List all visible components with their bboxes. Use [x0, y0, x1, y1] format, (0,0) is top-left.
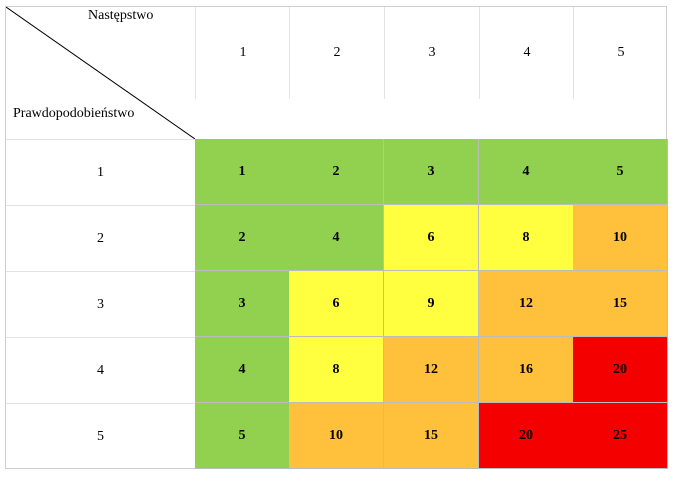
column-header-1: 1 [195, 7, 290, 99]
risk-cell-3-2: 6 [289, 271, 384, 337]
risk-cell-4-5: 20 [573, 337, 668, 403]
risk-cell-3-3: 9 [384, 271, 479, 337]
risk-cell-1-3: 3 [384, 139, 479, 205]
column-header-4: 4 [479, 7, 574, 99]
column-header-3: 3 [384, 7, 479, 99]
risk-cell-3-1: 3 [195, 271, 290, 337]
risk-cell-1-5: 5 [573, 139, 668, 205]
risk-cell-5-3: 15 [384, 403, 479, 469]
risk-cell-4-3: 12 [384, 337, 479, 403]
risk-cell-4-2: 8 [289, 337, 384, 403]
row-header-2: 2 [6, 205, 195, 271]
risk-cell-5-2: 10 [289, 403, 384, 469]
row-header-1: 1 [6, 139, 195, 205]
corner-header-cell: Następstwo Prawdopodobieństwo [6, 7, 195, 139]
row-header-3: 3 [6, 271, 195, 337]
risk-cell-2-1: 2 [195, 205, 290, 271]
row-axis-label: Prawdopodobieństwo [13, 106, 135, 121]
risk-cell-1-2: 2 [289, 139, 384, 205]
risk-cell-5-1: 5 [195, 403, 290, 469]
column-header-5: 5 [573, 7, 668, 99]
risk-cell-5-5: 25 [573, 403, 668, 469]
column-header-2: 2 [289, 7, 384, 99]
risk-cell-1-4: 4 [479, 139, 574, 205]
risk-cell-3-4: 12 [479, 271, 574, 337]
row-header-4: 4 [6, 337, 195, 403]
risk-cell-1-1: 1 [195, 139, 290, 205]
risk-cell-3-5: 15 [573, 271, 668, 337]
risk-cell-5-4: 20 [479, 403, 574, 469]
column-axis-label: Następstwo [88, 8, 154, 23]
risk-cell-4-1: 4 [195, 337, 290, 403]
row-header-5: 5 [6, 403, 195, 469]
risk-cell-2-4: 8 [479, 205, 574, 271]
risk-cell-4-4: 16 [479, 337, 574, 403]
risk-cell-2-3: 6 [384, 205, 479, 271]
diagonal-divider [6, 7, 195, 139]
risk-cell-2-5: 10 [573, 205, 668, 271]
risk-cell-2-2: 4 [289, 205, 384, 271]
